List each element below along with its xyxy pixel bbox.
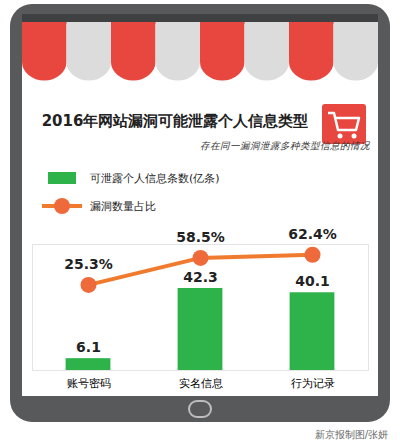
html-text:新京报制图/张妍: 新京报制图/张妍 bbox=[314, 429, 388, 440]
html-text:存在同一漏洞泄露多种类型信息的情况: 存在同一漏洞泄露多种类型信息的情况 bbox=[200, 140, 370, 151]
svg-text:42.3: 42.3 bbox=[183, 269, 218, 285]
html-text:可泄露个人信息条数(亿条): 可泄露个人信息条数(亿条) bbox=[90, 171, 220, 185]
svg-text:58.5%: 58.5% bbox=[176, 229, 225, 245]
svg-text:40.1: 40.1 bbox=[295, 273, 330, 289]
svg-text:实名信息: 实名信息 bbox=[179, 377, 223, 390]
svg-text:账号密码: 账号密码 bbox=[67, 377, 111, 390]
svg-text:62.4%: 62.4% bbox=[288, 226, 337, 242]
svg-text:行为记录: 行为记录 bbox=[291, 377, 335, 390]
html-text:漏洞数量占比: 漏洞数量占比 bbox=[90, 199, 156, 213]
html-text:2016年网站漏洞可能泄露个人信息类型: 2016年网站漏洞可能泄露个人信息类型 bbox=[41, 112, 309, 130]
svg-text:25.3%: 25.3% bbox=[64, 256, 113, 272]
svg-text:6.1: 6.1 bbox=[76, 339, 101, 355]
